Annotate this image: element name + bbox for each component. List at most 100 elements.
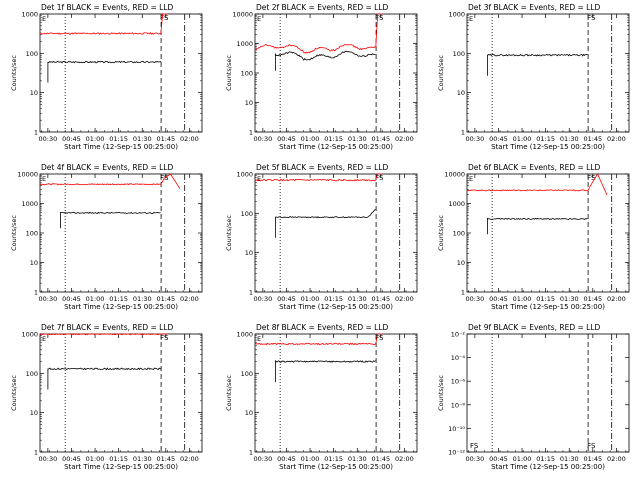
x-tick-label: 00:30 (253, 295, 272, 303)
y-tick-label: 10 (30, 409, 38, 417)
x-tick-label: 00:30 (465, 135, 484, 143)
x-tick-label: 01:30 (348, 135, 367, 143)
x-tick-label: 01:15 (109, 295, 128, 303)
chart-title: Det 5f BLACK = Events, RED = LLD (256, 163, 389, 172)
y-axis-title: Counts/sec (225, 215, 233, 251)
events-series-line (47, 367, 162, 390)
x-axis-title: Start Time (12-Sep-15 00:25:00) (64, 143, 178, 151)
y-axis-title: Counts/sec (225, 55, 233, 91)
x-tick-label: 01:00 (86, 135, 105, 143)
y-tick-label: 10000 (444, 171, 465, 179)
chart-title: Det 2f BLACK = Events, RED = LLD (256, 3, 389, 12)
x-tick-label: 00:45 (489, 135, 508, 143)
x-tick-label: 00:30 (38, 295, 57, 303)
x-tick-label: 02:00 (395, 295, 414, 303)
plot-frame (39, 333, 203, 453)
chart-panel-1: Det 1f BLACK = Events, RED = LLD 1 10 100 10… (10, 3, 203, 151)
chart-panel-7: Det 7f BLACK = Events, RED = LLD 1 10 100 10… (10, 323, 203, 471)
x-tick-label: 01:30 (560, 135, 579, 143)
x-tick-label: 01:00 (513, 295, 532, 303)
events-series-line (60, 211, 161, 229)
events-series-line (275, 208, 376, 238)
x-tick-label: 01:15 (536, 295, 555, 303)
x-tick-label: 02:00 (607, 455, 626, 463)
y-tick-label: 1000 (448, 200, 465, 208)
chart-panel-4: Det 4f BLACK = Events, RED = LLD 1 10 100 10… (10, 163, 203, 311)
x-tick-label: 01:15 (324, 455, 343, 463)
start-marker-label: E (42, 175, 46, 183)
start-marker-label: E (469, 15, 473, 23)
events-series-line (275, 359, 376, 383)
lld-series-line (254, 13, 383, 54)
plot-frame (39, 13, 203, 133)
y-tick-label: 10 (30, 89, 38, 97)
plot-frame (254, 333, 418, 453)
y-axis-title: Counts/sec (437, 55, 445, 91)
x-tick-label: 00:45 (62, 455, 81, 463)
x-tick-label: 01:30 (560, 295, 579, 303)
y-tick-label: 10 (245, 249, 253, 257)
x-tick-label: 02:00 (395, 135, 414, 143)
y-tick-label: 10 (457, 259, 465, 267)
y-tick-label: 10000 (17, 171, 38, 179)
start-marker-label: E (257, 175, 261, 183)
fs-marker-label: FS (375, 334, 384, 342)
x-tick-label: 01:00 (86, 455, 105, 463)
x-tick-label: 01:30 (133, 295, 152, 303)
y-axis-title: Counts/sec (10, 375, 18, 411)
x-tick-label: 01:15 (109, 455, 128, 463)
x-tick-label: 01:15 (536, 455, 555, 463)
lld-series-line (39, 13, 168, 35)
x-tick-label: 01:00 (301, 135, 320, 143)
y-tick-label: 10⁻⁶ (451, 378, 466, 386)
plot-frame (466, 333, 630, 453)
x-tick-label: 02:00 (395, 455, 414, 463)
fs-marker-label: FS (587, 174, 596, 182)
fs-marker-label: FS (375, 14, 384, 22)
x-tick-label: 01:45 (371, 295, 390, 303)
x-tick-label: 01:00 (513, 135, 532, 143)
chart-title: Det 4f BLACK = Events, RED = LLD (41, 163, 174, 172)
events-series-line (47, 60, 162, 83)
x-tick-label: 01:45 (156, 295, 175, 303)
start-marker-label: E (42, 335, 46, 343)
x-tick-label: 01:45 (156, 455, 175, 463)
x-tick-label: 00:45 (489, 455, 508, 463)
x-axis-title: Start Time (12-Sep-15 00:25:00) (279, 303, 393, 311)
y-tick-label: 10 (245, 409, 253, 417)
y-tick-label: 10 (245, 99, 253, 107)
lld-series-line (254, 333, 383, 346)
x-tick-label: 01:15 (536, 135, 555, 143)
y-tick-label: 10 (30, 259, 38, 267)
x-tick-label: 01:15 (109, 135, 128, 143)
y-tick-label: 10000 (232, 11, 253, 19)
fs-marker-label: FS (470, 442, 479, 450)
x-tick-label: 02:00 (607, 295, 626, 303)
x-tick-label: 00:30 (465, 455, 484, 463)
x-tick-label: 01:30 (133, 455, 152, 463)
y-tick-label: 10 (457, 89, 465, 97)
y-tick-label: 1 (249, 129, 253, 137)
fs-marker-label: FS (587, 442, 596, 450)
x-tick-label: 00:45 (277, 455, 296, 463)
plot-frame (466, 13, 630, 133)
x-tick-label: 00:30 (38, 135, 57, 143)
lld-series-line (39, 333, 168, 336)
lld-series-line (254, 173, 383, 182)
x-tick-label: 02:00 (180, 295, 199, 303)
y-tick-label: 100 (453, 50, 465, 58)
x-tick-label: 01:45 (583, 455, 602, 463)
chart-title: Det 8f BLACK = Events, RED = LLD (256, 323, 389, 332)
y-tick-label: 10⁻⁸ (451, 401, 466, 409)
x-axis-title: Start Time (12-Sep-15 00:25:00) (64, 303, 178, 311)
y-axis-title: Counts/sec (10, 215, 18, 251)
plot-frame (39, 173, 203, 293)
y-tick-label: 100 (453, 230, 465, 238)
x-tick-label: 01:00 (513, 455, 532, 463)
y-tick-label: 1000 (21, 200, 38, 208)
x-tick-label: 00:45 (277, 135, 296, 143)
x-axis-title: Start Time (12-Sep-15 00:25:00) (279, 143, 393, 151)
x-tick-label: 00:45 (62, 295, 81, 303)
fs-marker-label: FS (160, 14, 169, 22)
start-marker-label: E (257, 15, 261, 23)
